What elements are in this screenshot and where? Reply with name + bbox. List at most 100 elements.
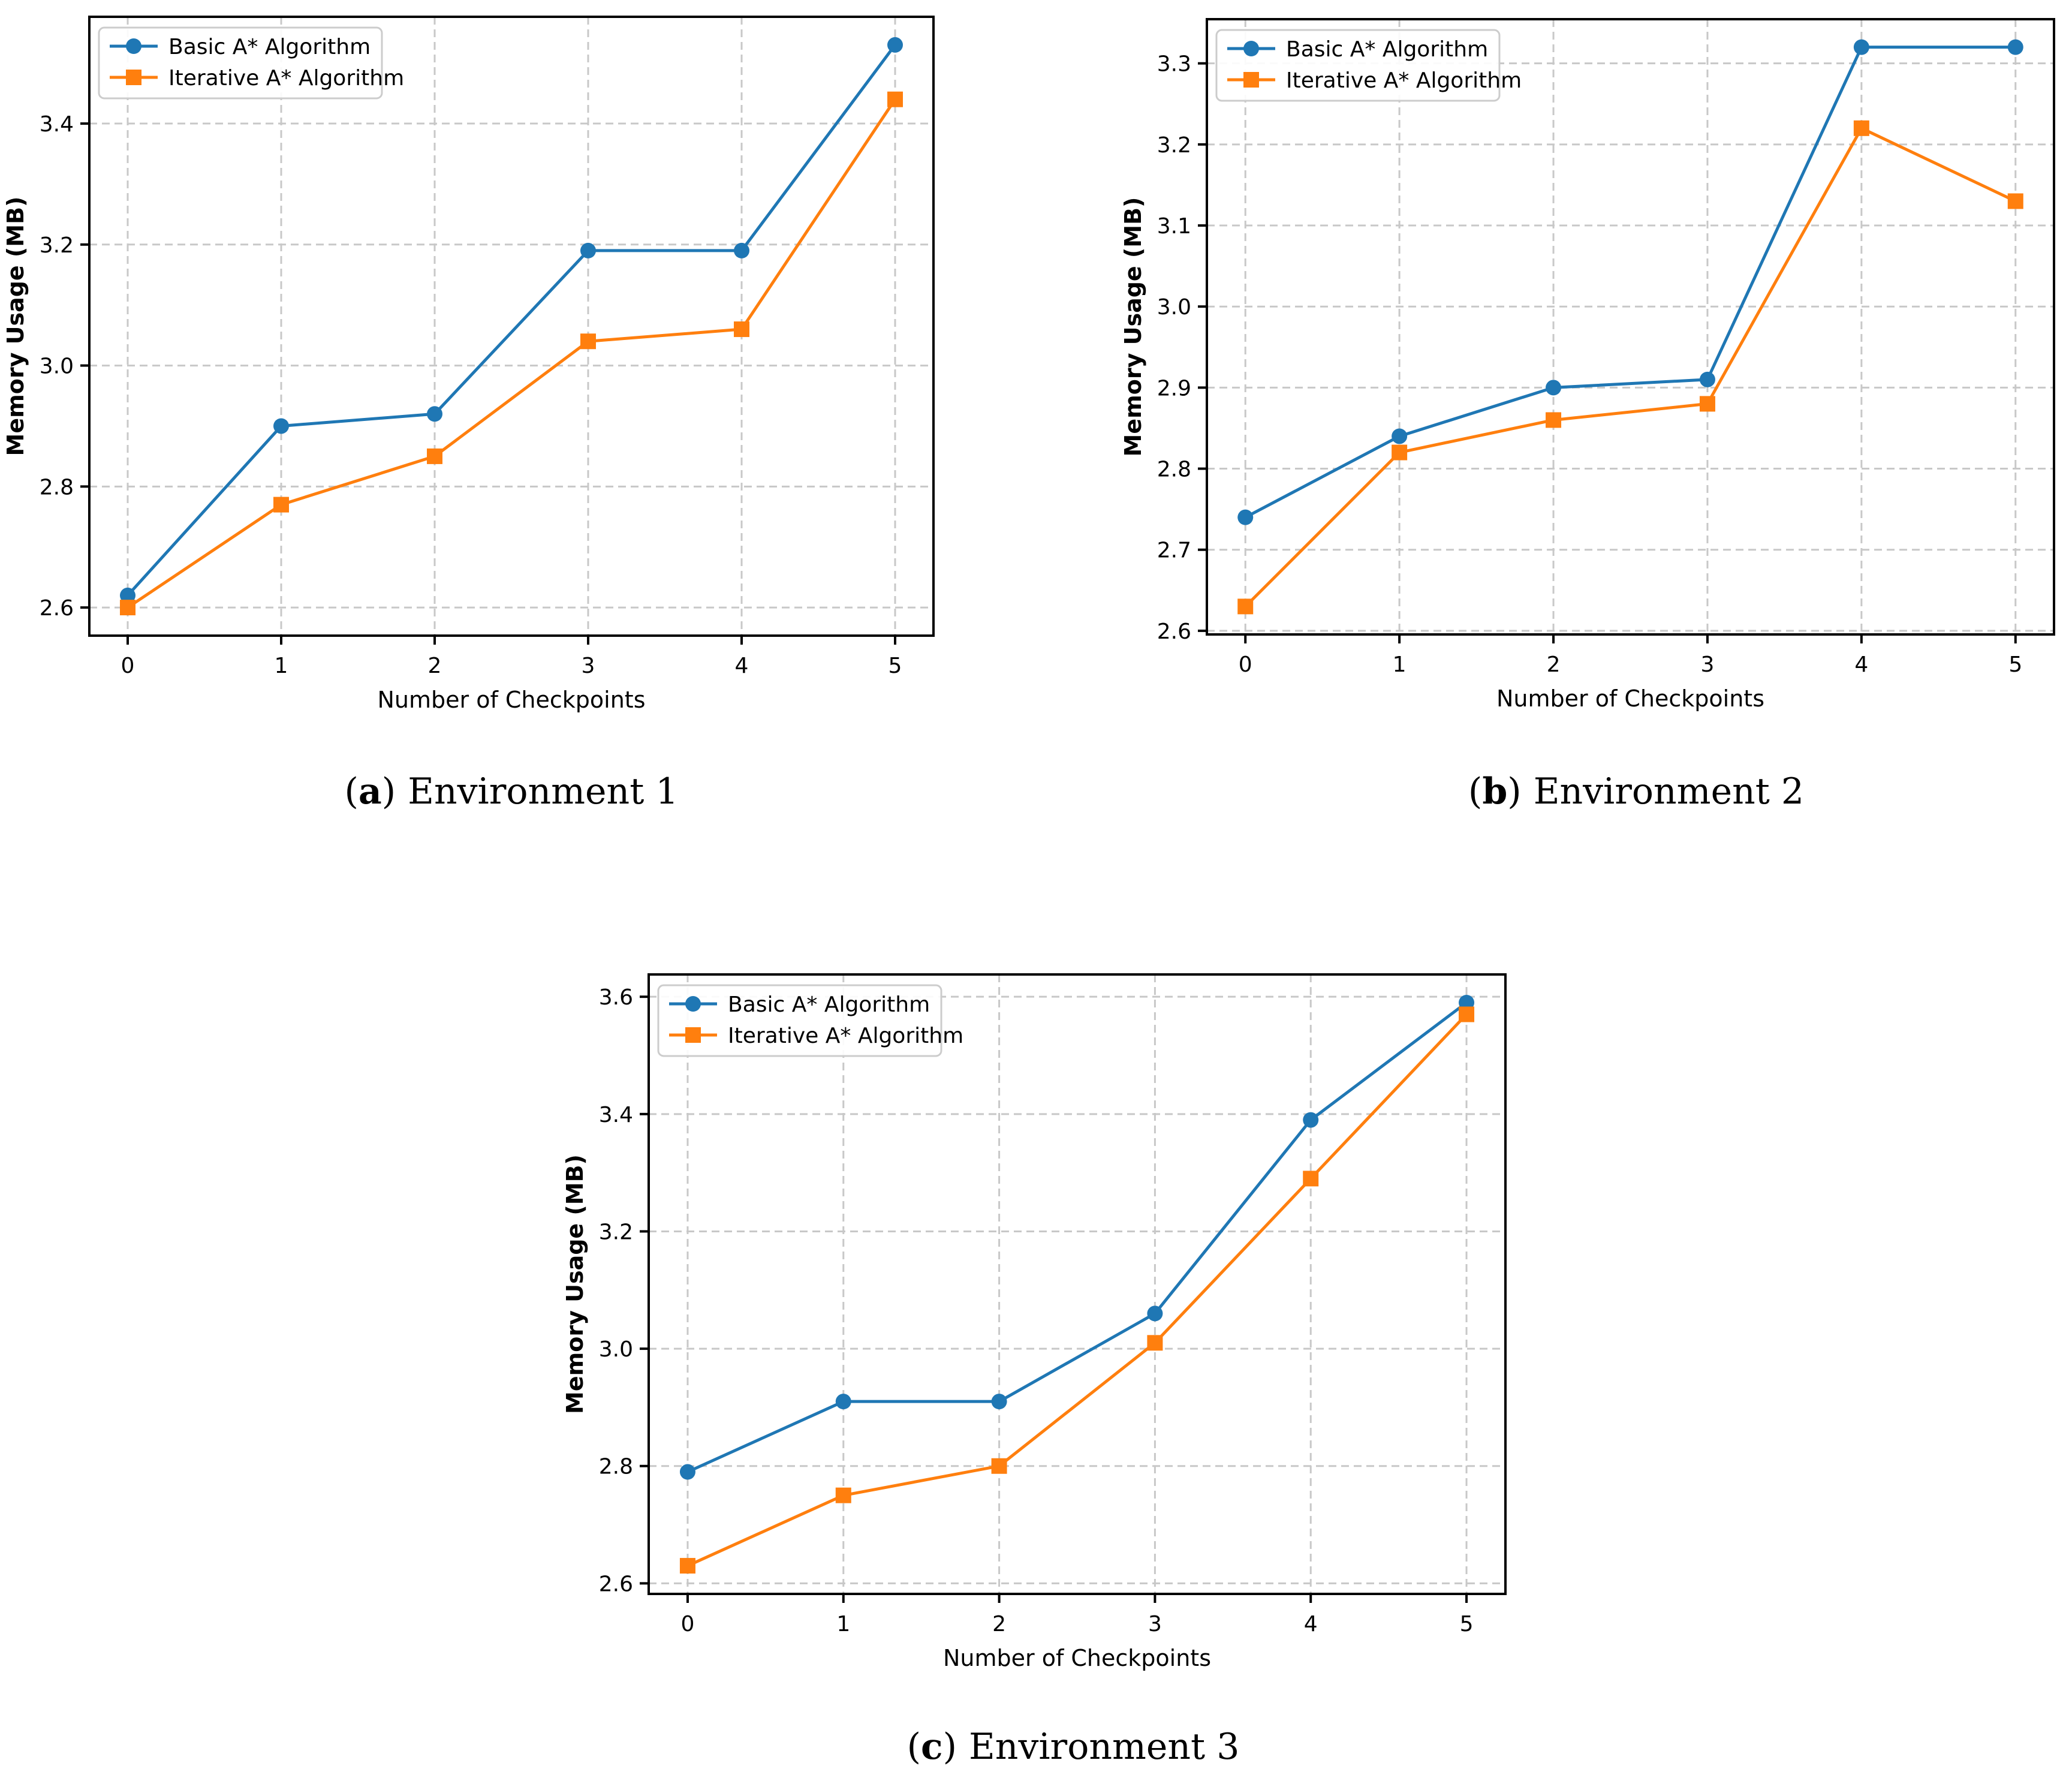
- y-tick-label-2.6: 2.6: [599, 1572, 633, 1596]
- data-point-basic-a-star-2: [991, 1394, 1007, 1410]
- x-tick-label-4: 4: [735, 654, 749, 678]
- caption-text: Environment 1: [408, 771, 679, 813]
- series-line-basic-a-star: [1243, 46, 2017, 519]
- caption-prefix: (: [1468, 771, 1483, 813]
- x-tick-label-5: 5: [889, 654, 902, 678]
- y-tick-label-2.8: 2.8: [40, 475, 74, 500]
- data-point-basic-a-star-1: [273, 418, 289, 434]
- x-axis-label: Number of Checkpoints: [377, 687, 645, 713]
- x-tick-label-0: 0: [681, 1612, 695, 1636]
- data-point-basic-a-star-5: [2007, 39, 2023, 55]
- legend-marker-square-iterative-a-star: [126, 70, 141, 85]
- y-tick-label-2.7: 2.7: [1157, 538, 1191, 563]
- y-tick-label-2.6: 2.6: [1157, 619, 1191, 644]
- series-line-iterative-a-star: [126, 98, 897, 609]
- data-point-iterative-a-star-2: [427, 448, 442, 464]
- x-tick-label-5: 5: [1460, 1612, 1474, 1636]
- data-point-basic-a-star-3: [1147, 1305, 1163, 1322]
- legend-marker-circle-basic-a-star: [1243, 41, 1259, 56]
- x-tick-label-2: 2: [992, 1612, 1006, 1636]
- data-point-basic-a-star-4: [1853, 39, 1869, 55]
- y-tick-label-3.4: 3.4: [40, 112, 74, 137]
- caption-env1: (a) Environment 1: [344, 771, 678, 813]
- chart-panel-env2: 0 1 2 3 4 5 2.6 2.7 2.8 2.9 3.0 3.1 3.2 3.3 Number of …: [1053, 0, 2072, 750]
- y-tick-label-3.1: 3.1: [1157, 214, 1191, 239]
- x-tick-label-1: 1: [836, 1612, 850, 1636]
- legend-label-iterative-a-star: Iterative A* Algorithm: [168, 66, 404, 91]
- plot-border: [1206, 18, 2055, 636]
- series-line-iterative-a-star: [1243, 127, 2017, 608]
- data-point-basic-a-star-0: [1237, 509, 1254, 525]
- data-point-basic-a-star-2: [1546, 380, 1562, 396]
- y-axis-label: Memory Usage (MB): [1120, 197, 1146, 457]
- line-chart-env2: 0 1 2 3 4 5 2.6 2.7 2.8 2.9 3.0 3.1 3.2 3.3 Number of …: [1120, 18, 2055, 712]
- data-point-basic-a-star-2: [427, 406, 442, 422]
- data-point-iterative-a-star-4: [1303, 1171, 1319, 1187]
- data-point-iterative-a-star-4: [1853, 120, 1869, 136]
- y-tick-label-3.0: 3.0: [40, 354, 74, 379]
- data-point-iterative-a-star-0: [120, 600, 135, 616]
- y-tick-label-2.9: 2.9: [1157, 376, 1191, 401]
- data-point-iterative-a-star-2: [991, 1458, 1007, 1474]
- x-tick-label-2: 2: [428, 654, 442, 678]
- y-axis-label: Memory Usage (MB): [562, 1154, 588, 1414]
- data-point-iterative-a-star-0: [1237, 598, 1254, 615]
- y-tick-label-2.6: 2.6: [40, 596, 74, 621]
- data-point-iterative-a-star-1: [835, 1487, 851, 1503]
- caption-suffix: ): [942, 1726, 957, 1768]
- legend-marker-circle-basic-a-star: [126, 38, 141, 54]
- x-tick-label-0: 0: [121, 654, 135, 678]
- legend-box: [1215, 29, 1501, 102]
- data-point-basic-a-star-5: [887, 37, 903, 53]
- line-chart-env3: 0 1 2 3 4 5 2.6 2.8 3.0 3.2 3.4 3.6 Number of Checkp…: [562, 973, 1507, 1671]
- x-axis-label: Number of Checkpoints: [943, 1645, 1211, 1671]
- caption-text: Environment 2: [1533, 771, 1805, 813]
- y-tick-label-3.2: 3.2: [1157, 133, 1191, 158]
- x-tick-label-4: 4: [1304, 1612, 1318, 1636]
- y-tick-label-3.3: 3.3: [1157, 52, 1191, 77]
- caption-suffix: ): [381, 771, 396, 813]
- chart-panel-env1: 0 1 2 3 4 5 2.6 2.8 3.0 3.2 3.4 Number of Checkpoin…: [0, 0, 1019, 750]
- data-point-basic-a-star-0: [679, 1464, 695, 1480]
- y-tick-label-2.8: 2.8: [1157, 458, 1191, 482]
- caption-letter: b: [1482, 771, 1508, 813]
- data-point-iterative-a-star-2: [1546, 412, 1562, 428]
- plot-border: [88, 16, 935, 637]
- caption-letter: a: [358, 771, 382, 813]
- caption-suffix: ): [1507, 771, 1522, 813]
- x-tick-label-0: 0: [1239, 652, 1252, 677]
- y-tick-label-3.0: 3.0: [1157, 295, 1191, 320]
- legend-label-basic-a-star: Basic A* Algorithm: [728, 992, 930, 1017]
- series-line-basic-a-star: [686, 1001, 1468, 1474]
- data-point-iterative-a-star-3: [1147, 1335, 1163, 1351]
- legend-marker-square-iterative-a-star: [685, 1027, 701, 1043]
- x-tick-label-1: 1: [275, 654, 288, 678]
- data-point-iterative-a-star-3: [1699, 396, 1715, 412]
- x-tick-label-3: 3: [1148, 1612, 1162, 1636]
- legend-box: [657, 984, 942, 1057]
- legend-label-iterative-a-star: Iterative A* Algorithm: [728, 1024, 963, 1048]
- y-tick-label-3.2: 3.2: [40, 233, 74, 258]
- x-tick-label-3: 3: [1701, 652, 1715, 677]
- x-tick-label-4: 4: [1854, 652, 1868, 677]
- caption-text: Environment 3: [969, 1726, 1240, 1768]
- chart-panel-env3: 0 1 2 3 4 5 2.6 2.8 3.0 3.2 3.4 3.6 Number of Checkp…: [522, 947, 1541, 1697]
- data-point-basic-a-star-4: [1303, 1112, 1319, 1128]
- legend-box: [98, 26, 383, 100]
- series-line-basic-a-star: [126, 43, 897, 597]
- data-point-iterative-a-star-5: [887, 91, 903, 107]
- data-point-basic-a-star-5: [1459, 994, 1475, 1010]
- series-line-iterative-a-star: [686, 1013, 1468, 1568]
- y-tick-label-3.6: 3.6: [599, 985, 633, 1010]
- legend-label-basic-a-star: Basic A* Algorithm: [168, 35, 371, 59]
- data-point-iterative-a-star-5: [1459, 1006, 1475, 1022]
- x-tick-label-3: 3: [582, 654, 595, 678]
- legend-marker-square-iterative-a-star: [1243, 72, 1259, 88]
- caption-env2: (b) Environment 2: [1468, 771, 1804, 813]
- legend-label-iterative-a-star: Iterative A* Algorithm: [1286, 68, 1522, 93]
- legend-marker-circle-basic-a-star: [685, 996, 701, 1012]
- y-tick-label-3.0: 3.0: [599, 1337, 633, 1362]
- caption-letter: c: [921, 1726, 943, 1768]
- legend-label-basic-a-star: Basic A* Algorithm: [1286, 37, 1488, 62]
- y-axis-label: Memory Usage (MB): [2, 197, 29, 456]
